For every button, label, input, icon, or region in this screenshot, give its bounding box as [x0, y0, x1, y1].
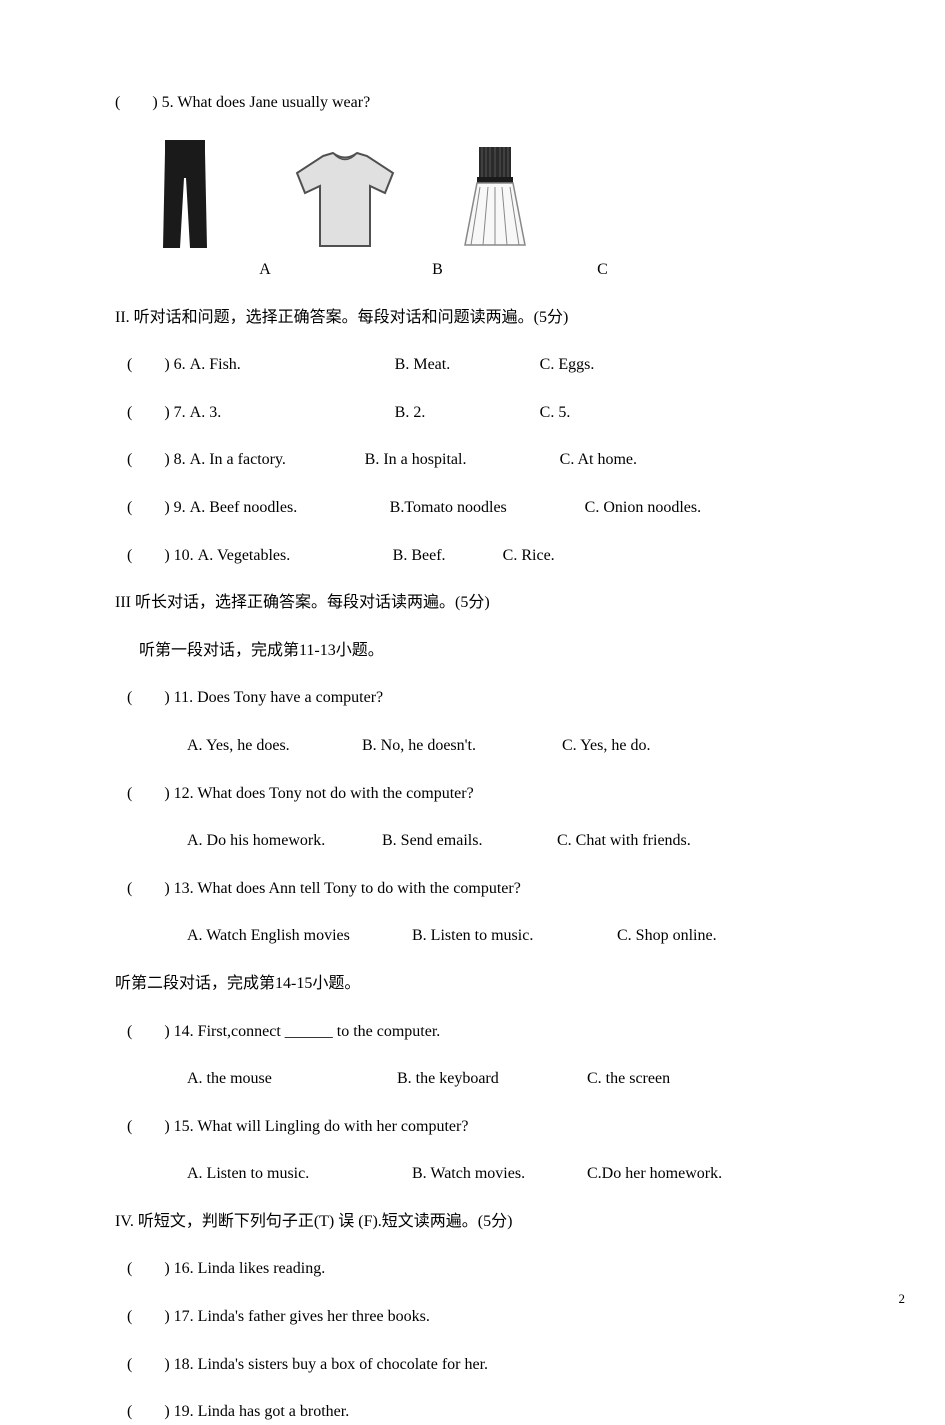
q-prefix: ( ) 10. [127, 547, 198, 564]
question-8: ( ) 8. A. In a factory.B. In a hospital.… [127, 447, 830, 473]
question-text: What does Jane usually wear? [177, 94, 370, 111]
option-b: B. Send emails. [382, 828, 557, 854]
option-b: B. Meat. [395, 352, 540, 378]
option-a: A. Yes, he does. [187, 733, 362, 759]
option-c: C. Chat with friends. [557, 832, 691, 849]
q-prefix: ( ) 18. [127, 1356, 198, 1373]
option-a: A. Do his homework. [187, 828, 382, 854]
question-15: ( ) 15. What will Lingling do with her c… [127, 1114, 830, 1140]
question-14: ( ) 14. First,connect ______ to the comp… [127, 1019, 830, 1045]
question-9: ( ) 9. A. Beef noodles.B.Tomato noodlesC… [127, 495, 830, 521]
question-15-options: A. Listen to music.B. Watch movies.C.Do … [187, 1161, 830, 1187]
question-14-options: A. the mouseB. the keyboardC. the screen [187, 1066, 830, 1092]
label-a: A [175, 261, 355, 279]
question-13: ( ) 13. What does Ann tell Tony to do wi… [127, 876, 830, 902]
option-b: B. the keyboard [397, 1066, 587, 1092]
q-prefix: ( ) 17. [127, 1308, 198, 1325]
question-11-options: A. Yes, he does.B. No, he doesn't.C. Yes… [187, 733, 830, 759]
question-5: ( ) 5. What does Jane usually wear? [115, 90, 830, 116]
q-text: Linda's sisters buy a box of chocolate f… [198, 1356, 488, 1373]
page-number: 2 [899, 1291, 906, 1307]
option-c: C. Onion noodles. [585, 499, 701, 516]
q-text: What will Lingling do with her computer? [197, 1118, 468, 1135]
option-a: A. Watch English movies [187, 923, 412, 949]
option-c: C.Do her homework. [587, 1165, 722, 1182]
question-7: ( ) 7. A. 3.B. 2.C. 5. [127, 400, 830, 426]
image-labels: A B C [175, 261, 830, 279]
section-3-heading: III 听长对话，选择正确答案。每段对话读两遍。(5分) [115, 590, 830, 616]
pants-icon [135, 138, 235, 253]
question-10: ( ) 10. A. Vegetables.B. Beef.C. Rice. [127, 543, 830, 569]
option-b: B. Beef. [393, 543, 503, 569]
option-c: C. Shop online. [617, 927, 717, 944]
option-a: A. the mouse [187, 1066, 397, 1092]
question-16: ( ) 16. Linda likes reading. [127, 1256, 830, 1282]
question-18: ( ) 18. Linda's sisters buy a box of cho… [127, 1352, 830, 1378]
q-text: Does Tony have a computer? [197, 689, 383, 706]
q-prefix: ( ) 19. [127, 1403, 198, 1420]
label-b: B [355, 261, 520, 279]
image-option-b [285, 148, 405, 253]
option-c: C. 5. [540, 404, 571, 421]
q-prefix: ( ) 6. [127, 356, 190, 373]
q-text: Linda likes reading. [198, 1260, 326, 1277]
q-prefix: ( ) 13. [127, 880, 197, 897]
tshirt-icon [285, 148, 405, 253]
q-text: First,connect ______ to the computer. [198, 1023, 441, 1040]
option-b: B. No, he doesn't. [362, 733, 562, 759]
q-prefix: ( ) 11. [127, 689, 197, 706]
q-prefix: ( ) 7. [127, 404, 190, 421]
question-17: ( ) 17. Linda's father gives her three b… [127, 1304, 830, 1330]
q-prefix: ( ) 12. [127, 785, 197, 802]
section-3-part2: 听第二段对话，完成第14-15小题。 [115, 971, 830, 997]
label-c: C [520, 261, 685, 279]
option-a: A. Fish. [190, 352, 395, 378]
section-4-heading: IV. 听短文，判断下列句子正(T) 误 (F).短文读两遍。(5分) [115, 1209, 830, 1235]
q-prefix: ( ) 15. [127, 1118, 197, 1135]
section-3-part1: 听第一段对话，完成第11-13小题。 [139, 638, 830, 664]
question-12: ( ) 12. What does Tony not do with the c… [127, 781, 830, 807]
option-b: B. Watch movies. [412, 1161, 587, 1187]
question-13-options: A. Watch English moviesB. Listen to musi… [187, 923, 830, 949]
option-a: A. 3. [190, 400, 395, 426]
option-a: A. Listen to music. [187, 1161, 412, 1187]
option-a: A. Vegetables. [198, 543, 393, 569]
q-text: Linda has got a brother. [198, 1403, 350, 1420]
q-prefix: ( ) 8. [127, 451, 190, 468]
q-text: What does Tony not do with the computer? [197, 785, 473, 802]
dress-icon [455, 143, 535, 253]
q-prefix: ( ) 16. [127, 1260, 198, 1277]
option-c: C. Eggs. [540, 356, 595, 373]
option-a: A. In a factory. [190, 447, 365, 473]
question-11: ( ) 11. Does Tony have a computer? [127, 685, 830, 711]
question-19: ( ) 19. Linda has got a brother. [127, 1399, 830, 1425]
image-option-a [135, 138, 235, 253]
option-b: B. 2. [395, 400, 540, 426]
images-row [135, 138, 830, 253]
image-option-c [455, 143, 535, 253]
q-prefix: ( ) 9. [127, 499, 190, 516]
option-b: B.Tomato noodles [390, 495, 585, 521]
option-c: C. At home. [560, 451, 637, 468]
option-c: C. the screen [587, 1070, 670, 1087]
option-b: B. In a hospital. [365, 447, 560, 473]
question-12-options: A. Do his homework.B. Send emails.C. Cha… [187, 828, 830, 854]
section-2-heading: II. 听对话和问题，选择正确答案。每段对话和问题读两遍。(5分) [115, 305, 830, 331]
question-6: ( ) 6. A. Fish.B. Meat.C. Eggs. [127, 352, 830, 378]
q-prefix: ( ) 14. [127, 1023, 198, 1040]
q-text: What does Ann tell Tony to do with the c… [197, 880, 520, 897]
option-b: B. Listen to music. [412, 923, 617, 949]
option-c: C. Yes, he do. [562, 737, 650, 754]
option-a: A. Beef noodles. [190, 495, 390, 521]
option-c: C. Rice. [503, 547, 555, 564]
question-prefix: ( ) 5. [115, 94, 177, 111]
q-text: Linda's father gives her three books. [198, 1308, 430, 1325]
